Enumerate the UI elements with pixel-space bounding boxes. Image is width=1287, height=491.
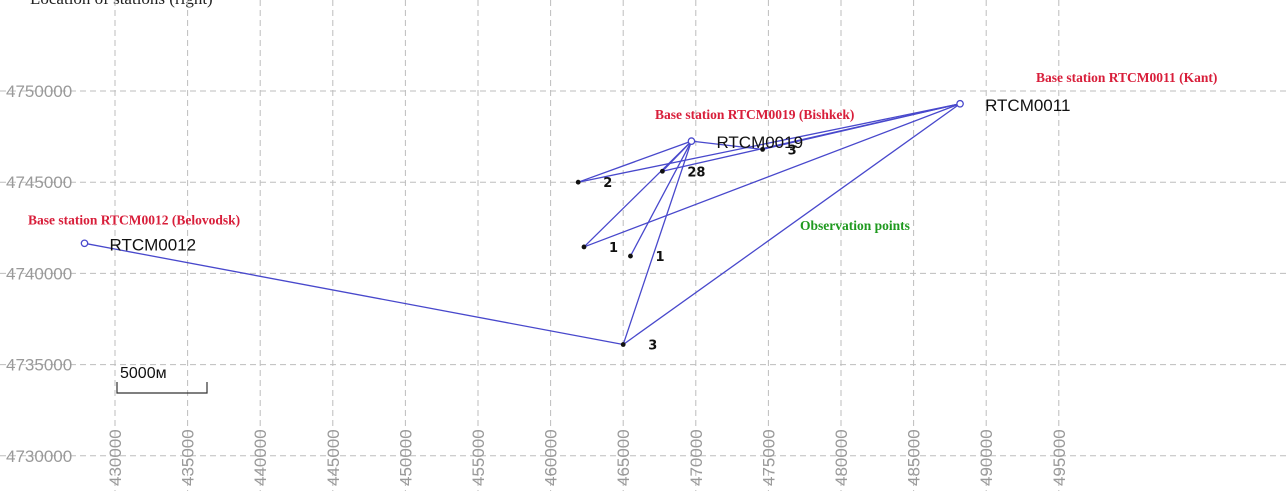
scale-bar: 5000м — [116, 365, 208, 394]
cropped-caption-text: Location of stations (right) — [30, 0, 213, 9]
easting-tick-label: 490000 — [977, 429, 996, 486]
observation-point-marker — [660, 168, 665, 174]
baseline-vector — [622, 140, 693, 345]
easting-tick-label: 495000 — [1050, 429, 1069, 486]
base-station-caption: Base station RTCM0011 (Kant) — [1036, 70, 1217, 85]
baseline-vector — [578, 103, 961, 183]
northing-tick-label: 4730000 — [6, 447, 72, 466]
base-station-marker — [80, 239, 89, 248]
observation-point-marker — [620, 342, 626, 347]
observation-point-label: 2 — [603, 176, 612, 191]
northing-labels: 4750000 4745000 4740000 4735000 4730000 — [6, 82, 72, 466]
base-station-caption: Base station RTCM0019 (Bishkek) — [655, 107, 854, 122]
easting-tick-label: 465000 — [614, 429, 633, 486]
baseline-vector — [622, 103, 961, 346]
baseline-vector — [583, 103, 961, 248]
base-station-caption: Base station RTCM0012 (Belovodsk) — [28, 212, 240, 227]
easting-tick-label: 475000 — [759, 429, 778, 486]
observation-point-label: 28 — [687, 165, 705, 180]
baseline-vector — [84, 242, 624, 346]
baseline-vector — [629, 140, 693, 257]
easting-tick-label: 485000 — [905, 429, 924, 486]
easting-tick-label: 435000 — [179, 429, 198, 486]
northing-tick-label: 4750000 — [6, 82, 72, 101]
base-station-id: RTCM0019 — [716, 133, 803, 152]
easting-tick-label: 440000 — [251, 429, 270, 486]
baseline-vector — [762, 103, 961, 151]
base-station-id: RTCM0012 — [110, 235, 197, 254]
base-station-id: RTCM0011 — [985, 96, 1070, 115]
scale-bar-label: 5000м — [120, 365, 167, 382]
cropped-caption: Location of stations (right) — [0, 0, 1287, 12]
baseline-vector — [577, 140, 692, 183]
observation-point-label: 1 — [655, 250, 664, 265]
observation-point-label: 1 — [609, 241, 618, 256]
observation-points-caption: Observation points — [800, 218, 910, 233]
baseline-vector — [691, 140, 763, 151]
easting-tick-label: 470000 — [687, 429, 706, 486]
base-station-marker — [687, 137, 696, 146]
northing-tick-label: 4735000 — [6, 356, 72, 375]
baseline-vector — [583, 140, 692, 248]
observation-point-label: 3 — [788, 143, 797, 158]
base-stations: RTCM0012 Base station RTCM0012 (Belovodsk… — [28, 70, 1217, 255]
easting-tick-label: 445000 — [324, 429, 343, 486]
easting-tick-label: 480000 — [832, 429, 851, 486]
base-station-marker — [956, 99, 964, 108]
easting-labels: 430000 435000 440000 445000 450000 455000 4600… — [106, 429, 1069, 486]
observation-point-marker — [575, 179, 581, 185]
easting-tick-label: 430000 — [106, 429, 125, 486]
easting-tick-label: 455000 — [469, 429, 488, 486]
easting-tick-label: 460000 — [542, 429, 561, 486]
northing-tick-label: 4745000 — [6, 173, 72, 192]
scale-bar-line — [116, 382, 208, 394]
northing-tick-label: 4740000 — [6, 264, 72, 283]
easting-tick-label: 450000 — [396, 429, 415, 486]
observation-point-label: 3 — [648, 339, 657, 354]
observation-point-marker — [760, 146, 765, 152]
observation-points: 3 2 28 3 1 1 — [575, 143, 797, 354]
baseline-vectors — [84, 103, 961, 346]
observation-point-marker — [581, 244, 587, 250]
observation-point-marker — [628, 253, 633, 259]
